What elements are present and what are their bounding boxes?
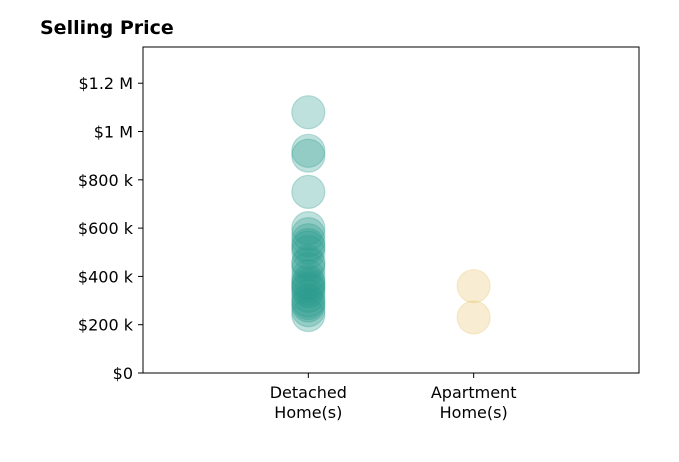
x-axis: Detached Home(s) Apartment Home(s) (270, 373, 517, 422)
chart-title: Selling Price (40, 17, 174, 39)
detached-home-point (291, 95, 326, 130)
detached-home-point (291, 283, 326, 318)
detached-home-point (291, 266, 326, 301)
detached-home-point (291, 278, 326, 313)
points-layer (291, 95, 491, 335)
detached-home-point (291, 273, 326, 308)
detached-home-point (291, 247, 326, 282)
y-tick-label: $800 k (78, 171, 134, 190)
detached-home-point (291, 259, 326, 294)
detached-home-point (291, 285, 326, 321)
detached-home-point (291, 174, 326, 209)
apartment-home-point (456, 268, 491, 304)
detached-home-point (291, 293, 326, 328)
detached-home-point (291, 223, 326, 258)
detached-home-point (291, 244, 326, 280)
detached-home-point (291, 268, 326, 304)
detached-home-point (291, 288, 326, 323)
detached-home-point (291, 230, 326, 265)
y-tick-label: $0 (113, 364, 133, 383)
detached-home-point (291, 138, 326, 173)
detached-home-point (291, 133, 326, 168)
detached-home-point (291, 217, 326, 252)
y-tick-label: $400 k (78, 267, 134, 286)
x-tick-label: Apartment Home(s) (431, 383, 517, 422)
x-tick-label: Detached Home(s) (270, 383, 347, 422)
detached-home-point (291, 264, 326, 299)
detached-home-point (291, 211, 326, 246)
apartment-home-point (456, 300, 491, 335)
plot-frame (142, 46, 640, 374)
y-axis: $0 $200 k $400 k $600 k $800 k $1 M $1.2 M (78, 74, 143, 383)
y-tick-label: $1.2 M (78, 74, 133, 93)
detached-home-point (291, 235, 326, 270)
detached-home-point (291, 297, 326, 333)
y-tick-label: $200 k (78, 316, 134, 335)
y-tick-label: $1 M (94, 123, 133, 142)
y-tick-label: $600 k (78, 219, 134, 238)
detached-home-point (291, 227, 326, 263)
detached-home-point (291, 271, 326, 306)
detached-home-point (291, 252, 326, 287)
